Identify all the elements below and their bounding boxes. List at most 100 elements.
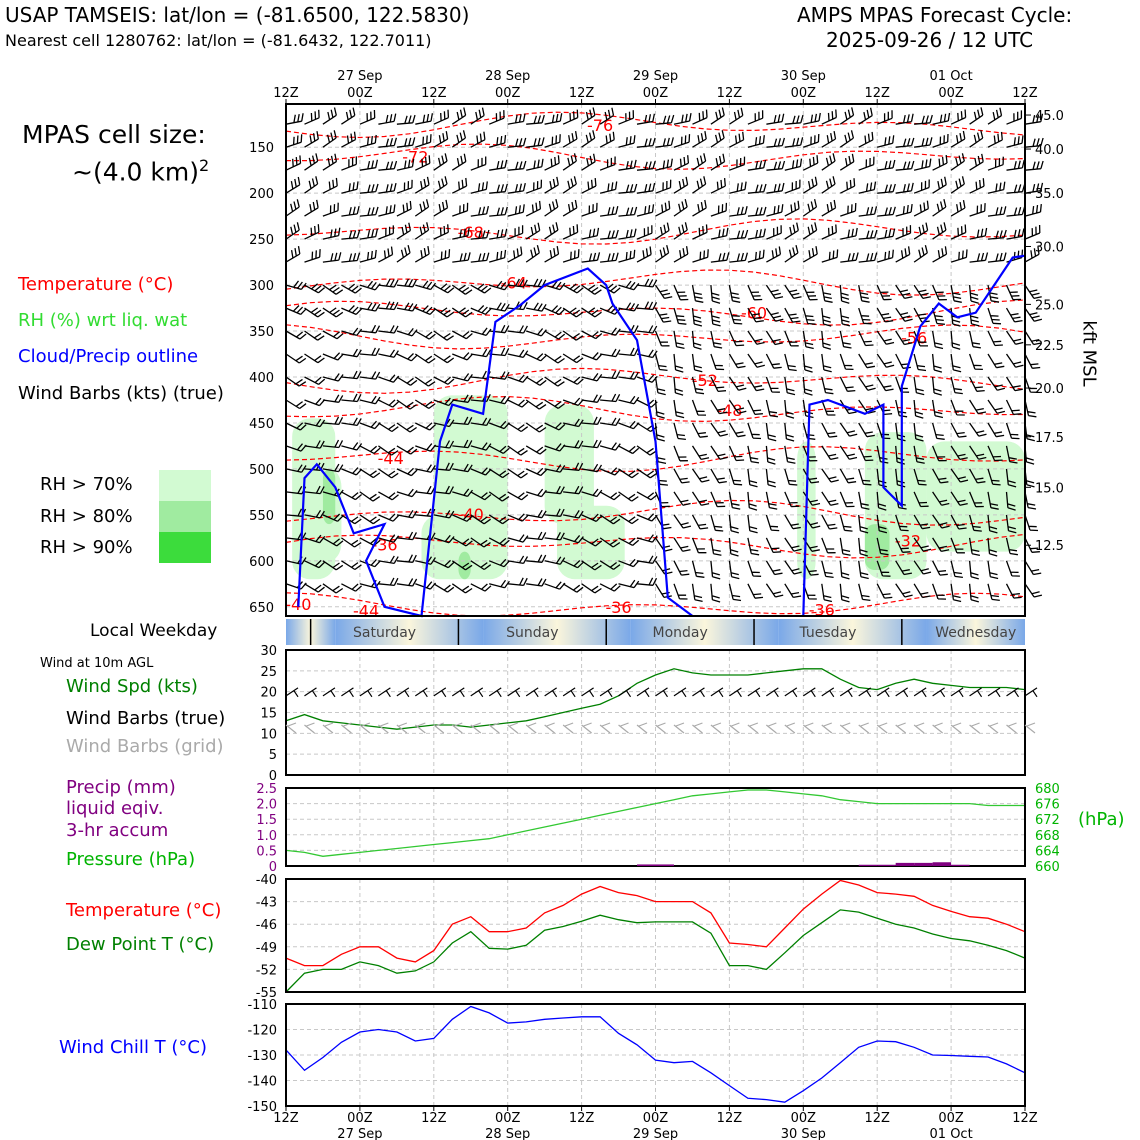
height-tick-label: 25.0 — [1035, 298, 1064, 313]
grid-wind-barb — [285, 722, 297, 734]
wind-barb — [839, 491, 855, 508]
wind-barb — [802, 583, 817, 600]
height-tick-label: 22.5 — [1035, 339, 1064, 354]
wind-barb — [839, 376, 856, 392]
grid-wind-barb — [414, 722, 426, 734]
wind-barb — [618, 135, 636, 148]
weekday-label: Sunday — [506, 625, 558, 641]
surface-wind-barb — [396, 687, 410, 698]
wind-barb — [544, 581, 566, 590]
wind-barb — [378, 204, 396, 217]
wind-barb — [636, 325, 658, 334]
weekday-label: Monday — [652, 625, 707, 641]
wind-barb — [636, 246, 652, 263]
wind-barb — [304, 199, 319, 217]
wind-barb — [1006, 206, 1026, 217]
wind-barb — [728, 537, 739, 557]
wind-barb — [950, 130, 966, 148]
wind-barb — [562, 176, 577, 194]
wind-barb — [322, 177, 338, 194]
wind-barb — [728, 307, 743, 325]
wind-barb — [766, 225, 782, 240]
wind-barb — [729, 206, 748, 217]
wind-barb — [489, 371, 510, 380]
top-tick-label: 12Z — [569, 86, 595, 101]
wind-barb — [1005, 537, 1018, 556]
grid-wind-barb — [747, 722, 759, 734]
surface-wind-barb — [839, 687, 853, 698]
wind-barb — [285, 222, 300, 240]
wind-barb — [452, 394, 473, 403]
wind-barb — [987, 107, 1003, 125]
wind-barb — [895, 113, 914, 125]
wind-barb — [840, 227, 858, 240]
wind-barb — [562, 510, 584, 519]
legend-wind: Wind Barbs (kts) (true) — [18, 383, 224, 404]
wind-barb — [747, 445, 760, 464]
wind-barb — [285, 581, 307, 590]
wind-barb — [766, 160, 786, 171]
grid-wind-barb — [821, 722, 833, 734]
wind-barb — [378, 534, 400, 543]
wind-barb — [341, 348, 362, 358]
surface-wind-barb — [729, 687, 742, 698]
wind-barb — [618, 206, 638, 217]
wind-barb — [821, 491, 839, 506]
grid-wind-barb — [858, 722, 870, 734]
wind-barb — [691, 468, 710, 483]
height-tick-label: 30.0 — [1035, 240, 1064, 255]
panel-tick-label: -43 — [256, 896, 277, 911]
wind-barb — [544, 376, 565, 387]
wind-barb — [526, 509, 547, 519]
wind-barb — [1024, 284, 1042, 300]
wind-barb — [378, 491, 399, 501]
bottom-tick-label: 12Z — [717, 1111, 743, 1126]
wind-barb — [285, 280, 307, 291]
wind-barb — [599, 156, 616, 171]
wind-barb — [507, 325, 528, 334]
wind-barb — [784, 158, 803, 171]
wind-barb — [950, 353, 962, 373]
wind-barb — [359, 514, 381, 525]
wind-barb — [747, 206, 767, 217]
wind-barb — [562, 153, 577, 171]
wind-barb — [673, 468, 690, 484]
wind-barb — [914, 114, 933, 125]
rh-legend-swatch — [159, 501, 211, 532]
wind-barb — [673, 491, 691, 506]
wind-barb — [451, 107, 467, 125]
wind-barb — [507, 225, 524, 240]
wind-barb — [969, 445, 987, 460]
rh-legend-90: RH > 90% — [40, 537, 133, 558]
rh-legend-swatch — [159, 532, 211, 563]
wind-barb — [784, 284, 802, 300]
wind-barb — [673, 560, 690, 576]
wind-barb — [378, 160, 398, 171]
wind-barb — [507, 349, 529, 359]
wind-barb — [322, 202, 339, 217]
wind-barb — [987, 252, 1007, 263]
wind-barb — [932, 199, 947, 217]
wind-barb — [1024, 330, 1042, 346]
wind-barb — [932, 155, 948, 171]
weekday-label: Saturday — [353, 625, 416, 641]
wind-barb — [600, 206, 619, 217]
surface-wind-barb — [969, 687, 983, 698]
wind-barb — [341, 442, 363, 451]
wind-barb — [784, 330, 799, 347]
wind-barb — [931, 583, 947, 600]
wind-barb — [452, 177, 468, 194]
wind-barb — [1005, 491, 1016, 511]
panel-tick-label: 10 — [260, 727, 277, 742]
wind-barb — [525, 376, 547, 386]
wind-barb — [341, 583, 363, 592]
grid-wind-barb — [470, 722, 482, 734]
wind-barb — [1024, 137, 1044, 148]
wind-barb — [821, 153, 836, 171]
surface-wind-barb — [599, 687, 613, 698]
wind-barb — [747, 537, 760, 556]
wind-barb — [618, 347, 639, 357]
wind-barb — [747, 422, 762, 440]
wind-barb — [968, 514, 982, 532]
wind-barb — [691, 491, 710, 506]
